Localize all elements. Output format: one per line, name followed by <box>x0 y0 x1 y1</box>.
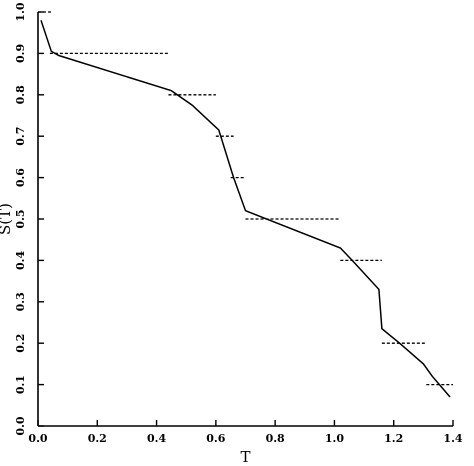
y-tick-label: 0.4 <box>14 250 27 269</box>
y-tick-label: 1.0 <box>14 2 27 21</box>
x-axis-ticks: 0.0 0.2 0.4 0.6 0.8 1.0 1.2 1.4 <box>28 420 463 445</box>
y-tick-label: 0.7 <box>14 127 27 146</box>
x-tick-label: 0.6 <box>206 432 225 445</box>
y-tick-label: 0.5 <box>14 209 27 228</box>
y-tick-label: 0.8 <box>14 85 27 104</box>
y-axis-ticks: 0.0 0.1 0.2 0.3 0.4 0.5 0.6 0.7 0.8 0.9 1.0 <box>14 2 44 436</box>
y-axis-title: S(T) <box>0 203 14 235</box>
series-group <box>40 20 451 398</box>
x-tick-label: 0.4 <box>147 432 166 445</box>
x-tick-label: 0.8 <box>266 432 285 445</box>
x-tick-label: 1.2 <box>384 432 403 445</box>
survival-curve <box>40 20 451 398</box>
y-tick-label: 0.9 <box>14 44 27 63</box>
y-tick-label: 0.1 <box>14 375 27 394</box>
x-tick-label: 1.0 <box>325 432 344 445</box>
x-axis-title: T <box>240 448 250 466</box>
x-tick-label: 0.0 <box>28 432 47 445</box>
y-tick-label: 0.6 <box>14 168 27 187</box>
x-tick-label: 0.2 <box>88 432 107 445</box>
y-tick-label: 0.3 <box>14 292 27 311</box>
x-tick-label: 1.4 <box>443 432 462 445</box>
y-tick-label: 0.2 <box>14 334 27 353</box>
y-tick-label: 0.0 <box>14 416 27 435</box>
